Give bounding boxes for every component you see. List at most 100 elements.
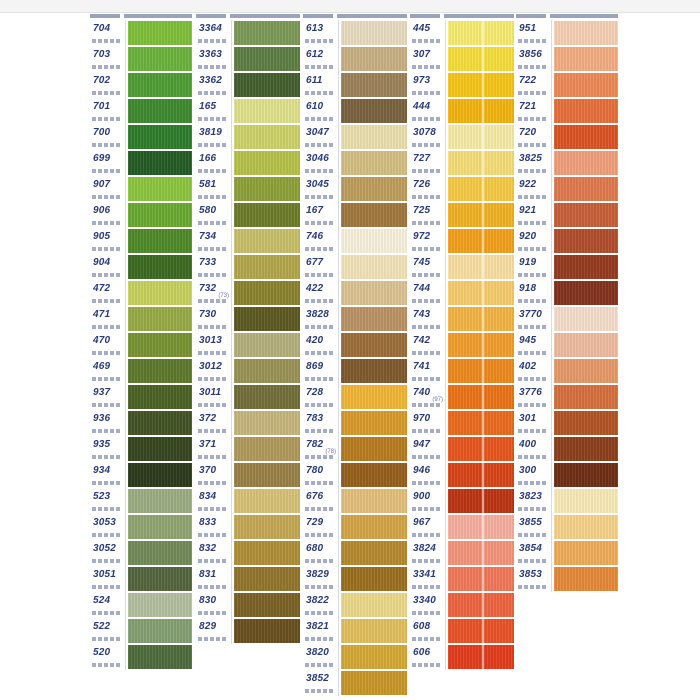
swatch-row: 730	[196, 306, 300, 332]
swatch-column-4: 445 307 973 444 3078 727 726 725 972 745 744 743 742…	[410, 14, 514, 670]
thread-color-swatch	[554, 177, 618, 201]
swatch-label: 3341	[410, 566, 446, 592]
dotted-divider	[198, 351, 228, 355]
dotted-divider	[198, 325, 228, 329]
swatch-label: 780	[303, 462, 339, 488]
dotted-divider	[198, 273, 228, 277]
color-code: 702	[93, 75, 111, 86]
dotted-divider	[198, 403, 228, 407]
thread-color-swatch	[448, 99, 514, 123]
thread-color-swatch	[341, 515, 407, 539]
color-code: 470	[93, 335, 111, 346]
swatch-label: 3078	[410, 124, 446, 150]
swatch-row: 613	[303, 20, 407, 46]
swatch-label: 165	[196, 98, 232, 124]
thread-color-swatch	[448, 541, 514, 565]
dotted-divider	[305, 403, 335, 407]
thread-color-swatch	[128, 151, 192, 175]
color-code: 372	[199, 413, 217, 424]
swatch-row: 3825	[516, 150, 618, 176]
swatch-label: 610	[303, 98, 339, 124]
color-code: 370	[199, 465, 217, 476]
color-code: 742	[413, 335, 431, 346]
dotted-divider	[92, 299, 122, 303]
dotted-divider	[518, 39, 548, 43]
color-code: 400	[519, 439, 537, 450]
swatch-label: 3825	[516, 150, 552, 176]
swatch-row: 370	[196, 462, 300, 488]
swatch-row: 523	[90, 488, 192, 514]
dotted-divider	[518, 169, 548, 173]
swatch-label: 3364	[196, 20, 232, 46]
thread-color-swatch	[234, 47, 300, 71]
thread-color-swatch	[554, 47, 618, 71]
swatch-label: 471	[90, 306, 126, 332]
thread-color-swatch	[128, 411, 192, 435]
column-header-bar	[303, 14, 407, 18]
color-code: 471	[93, 309, 111, 320]
dotted-divider	[412, 247, 442, 251]
color-code: 922	[519, 179, 537, 190]
swatch-column-2: 3364 3363 3362 165 3819 166 581 580 734 733 732 (73…	[196, 14, 300, 644]
color-code: 3825	[519, 153, 543, 164]
swatch-label: 829	[196, 618, 232, 644]
swatch-row: 3011	[196, 384, 300, 410]
swatch-row: 743	[410, 306, 514, 332]
swatch-row: 970	[410, 410, 514, 436]
swatch-label: 472	[90, 280, 126, 306]
color-code: 3362	[199, 75, 223, 86]
thread-color-swatch	[341, 307, 407, 331]
color-code: 730	[199, 309, 217, 320]
color-code: 420	[306, 335, 324, 346]
swatch-row: 832	[196, 540, 300, 566]
swatch-label: 3052	[90, 540, 126, 566]
color-code: 919	[519, 257, 537, 268]
swatch-label: 967	[410, 514, 446, 540]
color-code: 905	[93, 231, 111, 242]
swatch-row: 402	[516, 358, 618, 384]
color-code: 951	[519, 23, 537, 34]
swatch-row: 307	[410, 46, 514, 72]
thread-color-swatch	[554, 437, 618, 461]
swatch-row: 470	[90, 332, 192, 358]
swatch-row: 3824	[410, 540, 514, 566]
swatch-row: 734	[196, 228, 300, 254]
thread-color-swatch	[341, 385, 407, 409]
thread-color-swatch	[234, 619, 300, 643]
thread-color-swatch	[128, 359, 192, 383]
dotted-divider	[518, 403, 548, 407]
thread-color-swatch	[234, 463, 300, 487]
dotted-divider	[92, 247, 122, 251]
dotted-divider	[518, 221, 548, 225]
swatch-row: 721	[516, 98, 618, 124]
thread-color-swatch	[234, 359, 300, 383]
swatch-label: 945	[516, 332, 552, 358]
thread-color-swatch	[128, 333, 192, 357]
thread-color-swatch	[554, 281, 618, 305]
swatch-label: 830	[196, 592, 232, 618]
swatch-row: 3829	[303, 566, 407, 592]
dotted-divider	[305, 117, 335, 121]
swatch-label: 3012	[196, 358, 232, 384]
color-code: 472	[93, 283, 111, 294]
column-header-bar	[516, 14, 618, 18]
color-code: 3078	[413, 127, 437, 138]
swatch-label: 445	[410, 20, 446, 46]
swatch-row: 3822	[303, 592, 407, 618]
dotted-divider	[305, 195, 335, 199]
swatch-label: 3824	[410, 540, 446, 566]
dotted-divider	[92, 65, 122, 69]
color-code: 3012	[199, 361, 223, 372]
thread-color-swatch	[448, 73, 514, 97]
color-code: 3011	[199, 387, 222, 398]
swatch-row: 444	[410, 98, 514, 124]
swatch-label: 907	[90, 176, 126, 202]
swatch-label: 741	[410, 358, 446, 384]
swatch-row: 3770	[516, 306, 618, 332]
swatch-label: 702	[90, 72, 126, 98]
swatch-label: 3820	[303, 644, 339, 670]
thread-color-swatch	[234, 229, 300, 253]
thread-color-swatch	[341, 281, 407, 305]
dotted-divider	[518, 429, 548, 433]
dotted-divider	[305, 455, 335, 459]
